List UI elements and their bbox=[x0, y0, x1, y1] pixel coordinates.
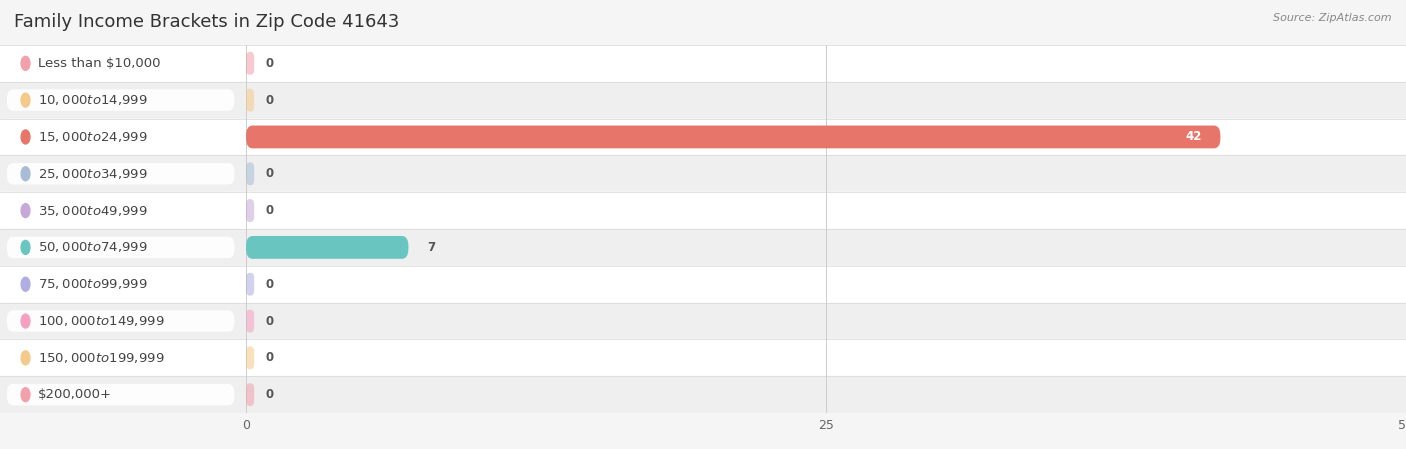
FancyBboxPatch shape bbox=[7, 384, 235, 405]
Circle shape bbox=[21, 167, 30, 181]
Text: $100,000 to $149,999: $100,000 to $149,999 bbox=[38, 314, 165, 328]
FancyBboxPatch shape bbox=[7, 310, 235, 332]
Text: $150,000 to $199,999: $150,000 to $199,999 bbox=[38, 351, 165, 365]
FancyBboxPatch shape bbox=[246, 126, 1220, 148]
Circle shape bbox=[21, 130, 30, 144]
Text: Family Income Brackets in Zip Code 41643: Family Income Brackets in Zip Code 41643 bbox=[14, 13, 399, 31]
Text: 7: 7 bbox=[427, 241, 434, 254]
Text: 0: 0 bbox=[266, 204, 274, 217]
Circle shape bbox=[21, 240, 30, 255]
FancyBboxPatch shape bbox=[246, 347, 254, 369]
FancyBboxPatch shape bbox=[246, 89, 254, 111]
FancyBboxPatch shape bbox=[246, 310, 254, 332]
Text: 0: 0 bbox=[266, 57, 274, 70]
Bar bbox=[0, 339, 1406, 376]
Circle shape bbox=[21, 56, 30, 70]
FancyBboxPatch shape bbox=[246, 52, 254, 75]
Circle shape bbox=[21, 351, 30, 365]
FancyBboxPatch shape bbox=[246, 163, 254, 185]
Text: $75,000 to $99,999: $75,000 to $99,999 bbox=[38, 277, 148, 291]
FancyBboxPatch shape bbox=[246, 273, 254, 295]
Bar bbox=[0, 82, 1406, 119]
FancyBboxPatch shape bbox=[246, 383, 254, 406]
FancyBboxPatch shape bbox=[7, 126, 235, 148]
FancyBboxPatch shape bbox=[7, 273, 235, 295]
Text: $25,000 to $34,999: $25,000 to $34,999 bbox=[38, 167, 148, 181]
Text: $10,000 to $14,999: $10,000 to $14,999 bbox=[38, 93, 148, 107]
Text: 42: 42 bbox=[1185, 131, 1202, 143]
Text: $200,000+: $200,000+ bbox=[38, 388, 112, 401]
Bar bbox=[0, 229, 1406, 266]
Circle shape bbox=[21, 277, 30, 291]
FancyBboxPatch shape bbox=[246, 236, 408, 259]
Text: 0: 0 bbox=[266, 352, 274, 364]
FancyBboxPatch shape bbox=[7, 347, 235, 369]
Circle shape bbox=[21, 314, 30, 328]
Circle shape bbox=[21, 93, 30, 107]
Text: $15,000 to $24,999: $15,000 to $24,999 bbox=[38, 130, 148, 144]
Text: 0: 0 bbox=[266, 315, 274, 327]
FancyBboxPatch shape bbox=[7, 200, 235, 221]
Bar bbox=[0, 192, 1406, 229]
FancyBboxPatch shape bbox=[7, 53, 235, 74]
Text: $35,000 to $49,999: $35,000 to $49,999 bbox=[38, 203, 148, 218]
Bar bbox=[0, 376, 1406, 413]
Text: Less than $10,000: Less than $10,000 bbox=[38, 57, 160, 70]
Bar bbox=[0, 303, 1406, 339]
Text: 0: 0 bbox=[266, 278, 274, 291]
FancyBboxPatch shape bbox=[7, 89, 235, 111]
Text: $50,000 to $74,999: $50,000 to $74,999 bbox=[38, 240, 148, 255]
FancyBboxPatch shape bbox=[246, 199, 254, 222]
Bar bbox=[0, 266, 1406, 303]
Text: 0: 0 bbox=[266, 94, 274, 106]
Text: 0: 0 bbox=[266, 388, 274, 401]
FancyBboxPatch shape bbox=[7, 237, 235, 258]
Text: 0: 0 bbox=[266, 167, 274, 180]
Circle shape bbox=[21, 387, 30, 402]
Circle shape bbox=[21, 203, 30, 218]
Bar bbox=[0, 45, 1406, 82]
FancyBboxPatch shape bbox=[7, 163, 235, 185]
Text: Source: ZipAtlas.com: Source: ZipAtlas.com bbox=[1274, 13, 1392, 23]
Bar bbox=[0, 119, 1406, 155]
Bar bbox=[0, 155, 1406, 192]
